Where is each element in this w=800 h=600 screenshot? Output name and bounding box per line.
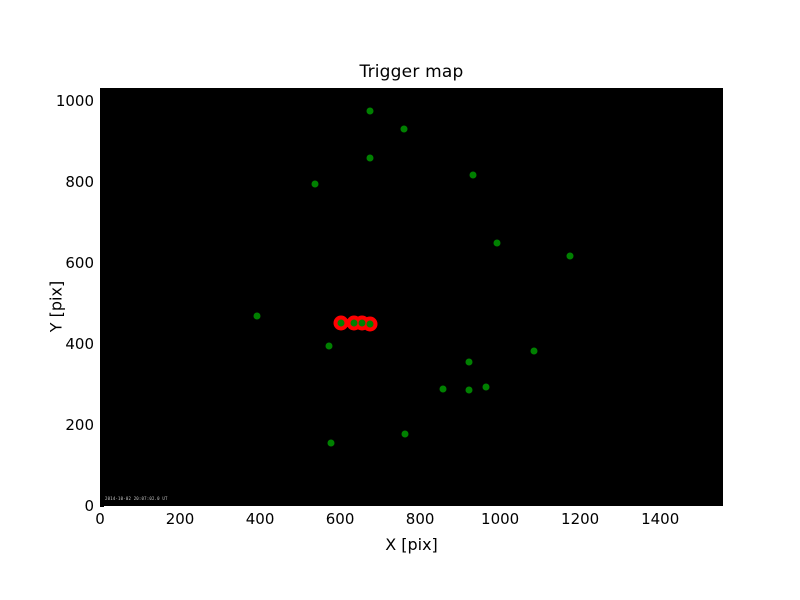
scatter-point-all-sources xyxy=(325,342,333,350)
x-tick-mark xyxy=(180,502,182,506)
y-tick-label: 0 xyxy=(84,497,94,515)
scatter-point-all-sources xyxy=(366,107,374,115)
y-tick-label: 200 xyxy=(65,415,94,434)
y-tick-mark xyxy=(100,262,104,264)
x-tick-label: 400 xyxy=(245,510,275,528)
scatter-point-all-sources xyxy=(439,385,447,393)
scatter-plot-area[interactable]: 2014-10-02 20:07:02.0 UT xyxy=(100,88,723,506)
x-tick-label: 800 xyxy=(405,510,435,528)
timestamp-annotation: 2014-10-02 20:07:02.0 UT xyxy=(105,496,168,501)
scatter-point-all-sources xyxy=(482,383,490,391)
scatter-point-all-sources xyxy=(465,358,473,366)
x-tick-label: 200 xyxy=(165,510,195,528)
scatter-point-all-sources xyxy=(350,319,358,327)
scatter-point-all-sources xyxy=(366,320,374,328)
scatter-point-all-sources xyxy=(465,386,473,394)
x-tick-mark xyxy=(660,502,662,506)
scatter-point-all-sources xyxy=(311,180,319,188)
scatter-point-all-sources xyxy=(400,125,408,133)
y-tick-label: 1000 xyxy=(55,91,94,110)
x-axis-label: X [pix] xyxy=(385,535,438,554)
scatter-point-all-sources xyxy=(253,312,261,320)
x-tick-label: 1400 xyxy=(641,510,680,528)
y-tick-mark xyxy=(100,181,104,183)
scatter-point-all-sources xyxy=(469,171,477,179)
scatter-point-all-sources xyxy=(566,252,574,260)
scatter-point-all-sources xyxy=(401,430,409,438)
x-tick-mark xyxy=(500,502,502,506)
x-tick-label: 1000 xyxy=(481,510,520,528)
x-tick-label: 0 xyxy=(95,510,105,528)
scatter-point-all-sources xyxy=(337,319,345,327)
scatter-point-all-sources xyxy=(530,347,538,355)
y-tick-mark xyxy=(100,100,104,102)
x-tick-mark xyxy=(340,502,342,506)
y-tick-mark xyxy=(100,424,104,426)
scatter-point-all-sources xyxy=(366,154,374,162)
page-title: Trigger map xyxy=(359,62,464,82)
x-tick-mark xyxy=(100,502,101,506)
x-tick-label: 600 xyxy=(325,510,355,528)
scatter-point-all-sources xyxy=(358,319,366,327)
y-tick-label: 800 xyxy=(65,172,94,191)
y-tick-mark xyxy=(100,506,104,507)
y-tick-label: 400 xyxy=(65,334,94,353)
scatter-point-all-sources xyxy=(327,439,335,447)
y-tick-mark xyxy=(100,343,104,345)
x-tick-label: 1200 xyxy=(561,510,600,528)
y-tick-label: 600 xyxy=(65,253,94,272)
x-tick-mark xyxy=(260,502,262,506)
scatter-point-all-sources xyxy=(493,239,501,247)
x-tick-mark xyxy=(420,502,422,506)
x-tick-mark xyxy=(580,502,582,506)
y-axis-label: Y [pix] xyxy=(46,280,66,333)
